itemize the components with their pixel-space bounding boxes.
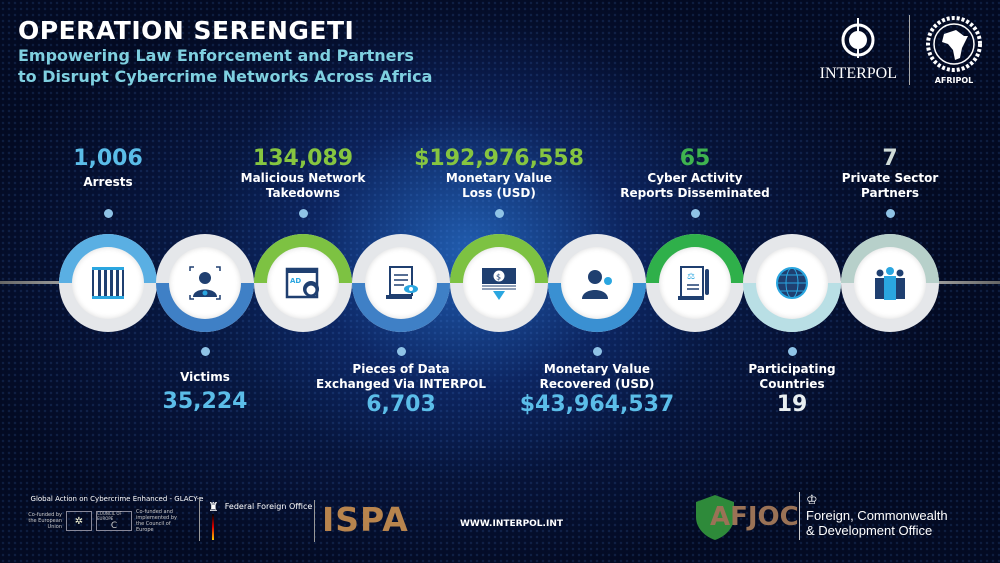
stat-label: Recovered (USD)	[539, 377, 655, 391]
stat-top: $192,976,558 Monetary Value Loss (USD)	[414, 146, 584, 201]
stat-label: Partners	[861, 186, 919, 200]
stat-label: Exchanged Via INTERPOL	[316, 377, 486, 391]
royal-arms-icon: ♔	[806, 492, 818, 507]
prison-bars-icon	[92, 267, 124, 299]
stat-label: Arrests	[83, 175, 133, 189]
stat-node: AD	[254, 234, 352, 332]
stat-value: 1,006	[73, 146, 143, 171]
svg-text:⚖: ⚖	[687, 272, 695, 282]
stat-label: Countries	[759, 377, 825, 391]
shield-icon	[696, 495, 734, 540]
afjoc-logo: AFJOC	[694, 493, 799, 541]
icon-disc: AD	[267, 247, 339, 319]
connector-dot	[592, 347, 602, 356]
connector-dot	[396, 347, 406, 356]
globe-icon	[776, 267, 808, 299]
stat-label: Reports Disseminated	[620, 186, 770, 200]
money-loss-icon: $	[482, 268, 516, 300]
eagle-icon: ♜	[208, 500, 219, 514]
stat-bottom: Participating Countries 19	[707, 362, 877, 417]
website-link[interactable]: WWW.INTERPOL.INT	[460, 519, 563, 529]
afripol-logo: AFRIPOL	[922, 14, 986, 85]
icon-disc	[169, 247, 241, 319]
stat-value: $192,976,558	[414, 146, 584, 171]
connector-dot	[103, 209, 113, 218]
divider	[314, 500, 315, 542]
stat-value: 134,089	[252, 146, 354, 171]
divider	[199, 497, 200, 541]
stat-node: ⚖	[646, 234, 744, 332]
stat-node	[156, 234, 254, 332]
stat-label: Loss (USD)	[462, 186, 536, 200]
stat-node	[548, 234, 646, 332]
icon-disc: $	[463, 247, 535, 319]
stat-bottom: Victims 35,224	[120, 370, 290, 414]
icon-disc: ⚖	[659, 247, 731, 319]
stat-node	[352, 234, 450, 332]
connector-dot	[690, 209, 700, 218]
divider	[909, 14, 910, 85]
stat-value: 35,224	[162, 389, 248, 414]
africa-emblem-icon	[926, 16, 982, 72]
stat-bottom: Monetary Value Recovered (USD) $43,964,537	[512, 362, 682, 417]
document-eye-icon	[386, 266, 418, 299]
person-money-icon	[582, 270, 612, 299]
connector-dot	[787, 347, 797, 356]
page-title: OPERATION SERENGETI	[18, 16, 355, 45]
team-icon	[875, 267, 905, 300]
glacy-logo-group: Global Action on Cybercrime Enhanced - G…	[28, 495, 204, 533]
stat-node	[743, 234, 841, 332]
face-scan-icon	[189, 266, 221, 300]
malicious-ad-hacker-icon: AD	[285, 267, 319, 299]
stat-label: Private Sector	[841, 171, 939, 185]
stat-top: 134,089 Malicious Network Takedowns	[218, 146, 388, 201]
stat-label: Victims	[180, 370, 230, 384]
stat-label: Cyber Activity	[647, 171, 743, 185]
stat-node: $	[450, 234, 548, 332]
stat-top: 65 Cyber Activity Reports Disseminated	[610, 146, 780, 201]
page-subtitle: Empowering Law Enforcement and Partners t…	[18, 46, 433, 86]
iospa-logo: ISPA	[322, 500, 409, 539]
stat-value: 6,703	[366, 392, 436, 417]
flag-stripe	[212, 514, 215, 540]
stat-node	[59, 234, 157, 332]
stat-value: 19	[776, 392, 808, 417]
legal-document-icon: ⚖	[678, 266, 709, 300]
svg-text:$: $	[496, 273, 501, 282]
federal-foreign-office-logo: ♜ Federal Foreign Office	[208, 500, 312, 540]
divider	[799, 492, 800, 540]
stat-value: 65	[679, 146, 711, 171]
interpol-logo: INTERPOL	[820, 16, 897, 83]
partner-logos-top: INTERPOL AFRIPOL	[820, 14, 986, 85]
stat-label: Malicious Network	[240, 171, 366, 185]
coe-logo: COUNCIL OF EUROPE C	[96, 511, 132, 531]
icon-disc	[72, 247, 144, 319]
stat-bottom: Pieces of Data Exchanged Via INTERPOL 6,70…	[316, 362, 486, 417]
eu-flag-icon: ✲	[66, 511, 92, 531]
stat-top: 7 Private Sector Partners	[805, 146, 975, 201]
stat-value: 7	[882, 146, 898, 171]
svg-text:AD: AD	[290, 277, 301, 285]
connector-dot	[885, 209, 895, 218]
connector-dot	[494, 209, 504, 218]
stat-label: Participating	[748, 362, 836, 376]
icon-disc	[854, 247, 926, 319]
stat-label: Pieces of Data	[352, 362, 450, 376]
connector-dot	[200, 347, 210, 356]
interpol-emblem-icon	[841, 18, 875, 58]
stat-node	[841, 234, 939, 332]
stat-top: 1,006 Arrests	[23, 146, 193, 190]
icon-disc	[756, 247, 828, 319]
connector-dot	[298, 209, 308, 218]
stat-label: Takedowns	[265, 186, 341, 200]
stat-label: Monetary Value	[445, 171, 553, 185]
icon-disc	[561, 247, 633, 319]
stat-label: Monetary Value	[543, 362, 651, 376]
stat-value: $43,964,537	[519, 392, 675, 417]
icon-disc	[365, 247, 437, 319]
fcdo-logo: ♔ Foreign, Commonwealth & Development Of…	[806, 492, 948, 538]
